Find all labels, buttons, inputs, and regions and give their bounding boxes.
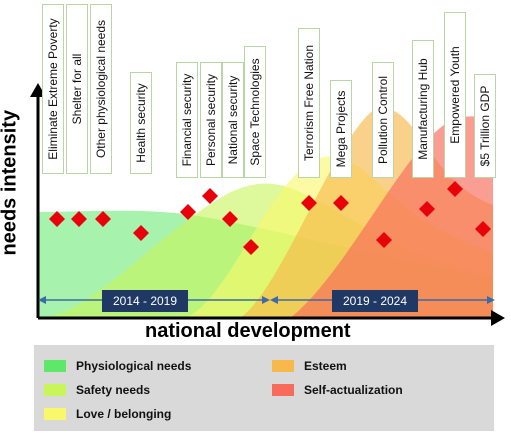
- goal-label-12: Manufacturing Hub: [412, 40, 434, 178]
- goal-label-8: Space Technologies: [244, 46, 266, 178]
- legend: Physiological needs Safety needs Love / …: [34, 345, 494, 431]
- goal-label-1: Eliminate Extreme Poverty: [42, 4, 64, 174]
- goal-label-4: Health security: [130, 72, 152, 174]
- legend-label-self-actualization: Self-actualization: [304, 383, 403, 397]
- goal-label-13: Empowered Youth: [444, 12, 466, 178]
- goal-marker-13: [447, 181, 463, 197]
- goal-marker-10: [333, 195, 349, 211]
- goal-label-14: $5 Trillion GDP: [474, 74, 496, 178]
- goal-marker-11: [376, 232, 392, 248]
- legend-item-safety: Safety needs: [44, 381, 150, 399]
- goal-marker-12: [419, 201, 435, 217]
- goal-label-6: Personal security: [200, 62, 222, 178]
- legend-item-self-actualization: Self-actualization: [272, 381, 403, 399]
- goal-marker-7: [222, 211, 238, 227]
- goal-label-7: National security: [222, 62, 244, 178]
- goal-label-3: Other physiological needs: [90, 4, 112, 174]
- legend-swatch-self-actualization: [272, 384, 294, 396]
- period-1-arrow-left: [38, 296, 46, 304]
- goal-marker-3: [95, 211, 111, 227]
- legend-swatch-esteem: [272, 360, 294, 372]
- legend-label-esteem: Esteem: [304, 359, 347, 373]
- goal-marker-2: [71, 211, 87, 227]
- x-axis-title: national development: [145, 320, 351, 342]
- goal-markers: [49, 181, 491, 255]
- self-actualization-area: [290, 116, 493, 318]
- goal-marker-4: [133, 225, 149, 241]
- goal-marker-9: [301, 195, 317, 211]
- goal-marker-6: [202, 188, 218, 204]
- goal-marker-5: [180, 204, 196, 220]
- legend-item-esteem: Esteem: [272, 357, 347, 375]
- legend-item-love-belonging: Love / belonging: [44, 405, 171, 423]
- goal-label-2: Shelter for all: [66, 4, 88, 174]
- legend-label-love-belonging: Love / belonging: [76, 407, 172, 421]
- goal-label-5: Financial security: [176, 62, 198, 178]
- legend-label-physiological: Physiological needs: [76, 359, 192, 373]
- goal-label-9: Terrorism Free Nation: [298, 28, 320, 178]
- legend-swatch-love-belonging: [44, 408, 66, 420]
- goal-label-10: Mega Projects: [330, 80, 352, 178]
- period-2-arrow-right: [487, 296, 495, 304]
- legend-label-safety: Safety needs: [76, 383, 151, 397]
- period-label-2019-2024: 2019 - 2024: [332, 290, 418, 312]
- goal-label-11: Pollution Control: [372, 62, 394, 178]
- y-axis-title: needs intensity: [0, 109, 21, 256]
- period-1-arrow-right: [262, 296, 270, 304]
- x-axis-arrowhead: [491, 310, 505, 326]
- legend-swatch-physiological: [44, 360, 66, 372]
- goal-marker-1: [49, 211, 65, 227]
- legend-item-physiological: Physiological needs: [44, 357, 191, 375]
- period-label-2014-2019: 2014 - 2019: [102, 290, 188, 312]
- goal-marker-14: [475, 221, 491, 237]
- legend-swatch-safety: [44, 384, 66, 396]
- goal-marker-8: [243, 239, 259, 255]
- period-2-arrow-left: [270, 296, 278, 304]
